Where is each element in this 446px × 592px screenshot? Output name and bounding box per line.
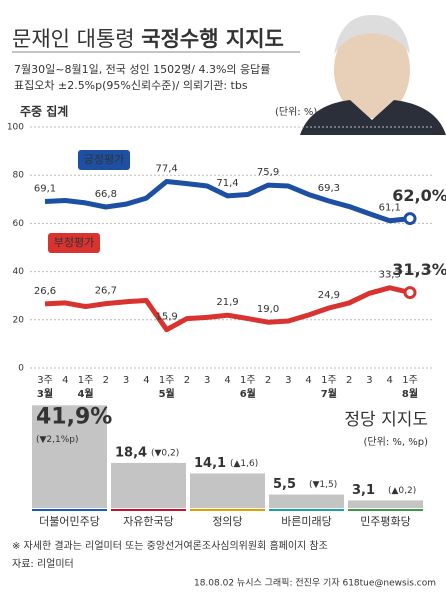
y-tick-label: 80: [13, 171, 25, 181]
x-tick-label: 3: [285, 375, 291, 386]
x-tick-label: 4: [143, 375, 149, 386]
category-label: 정의당: [212, 515, 242, 528]
bar: [190, 473, 265, 508]
line: [44, 178, 411, 224]
y-tick-label: 0: [18, 364, 24, 374]
category-label: 더불어민주당: [39, 515, 100, 528]
end-label: 62,0%: [392, 186, 446, 205]
chart-title: 정당 지지도: [344, 410, 428, 430]
x-tick-label: 1주: [321, 375, 337, 386]
legend-box: [78, 150, 130, 170]
value-label: 18,4: [115, 445, 147, 460]
end-marker: [403, 286, 417, 300]
change-label: (▲0,2): [388, 486, 416, 496]
x-tick-label: 1주: [240, 375, 256, 386]
category-label: 민주평화당: [360, 515, 411, 528]
value-label: 77,4: [156, 163, 178, 174]
change-label: (▼1,5): [309, 480, 337, 490]
x-tick-label: 2: [265, 375, 271, 386]
subtitle: 표집오차 ±2.5%p(95%신뢰수준)/ 의뢰기관: tbs: [14, 79, 248, 92]
month-label: 3월: [37, 388, 53, 400]
value-label: 19,0: [257, 304, 279, 315]
chart-title: 주중 집계: [20, 104, 68, 119]
bar: [111, 462, 186, 508]
value-label: 24,9: [318, 290, 340, 301]
note: ※ 자세한 결과는 리얼미터 또는 중앙선거여론조사심의위원회 홈페이지 참조: [12, 539, 328, 552]
change-label: (▲1,6): [230, 459, 258, 469]
end-marker: [403, 212, 417, 226]
value-label: 14,1: [194, 456, 226, 471]
value-label: 26,6: [34, 286, 56, 297]
x-tick-label: 1주: [402, 375, 418, 386]
y-tick-label: 100: [7, 123, 24, 133]
change-label: (▼2,1%p): [36, 435, 79, 445]
line: [44, 285, 411, 333]
value-label: 3,1: [352, 483, 375, 498]
x-tick-label: 3: [123, 375, 129, 386]
credit: 18.08.02 뉴시스 그래픽: 전진우 기자 618tue@newsis.c…: [194, 578, 436, 589]
legend-label: 부정평가: [54, 236, 94, 249]
x-tick-label: 1주: [159, 375, 175, 386]
photo: [300, 15, 446, 135]
x-tick-label: 4: [62, 375, 68, 386]
value-label: 61,1: [379, 203, 401, 214]
value-label: 66,8: [95, 189, 117, 200]
value-label: 71,4: [216, 178, 238, 189]
end-label: 31,3%: [392, 260, 446, 279]
category-label: 바른미래당: [281, 515, 332, 528]
month-label: 6월: [240, 388, 256, 400]
month-label: 7월: [321, 388, 337, 400]
x-tick-label: 3: [366, 375, 372, 386]
value-label: 26,7: [95, 286, 117, 297]
y-tick-label: 40: [13, 267, 25, 277]
x-tick-label: 2: [346, 375, 352, 386]
value-label: 41,9%: [36, 404, 112, 429]
month-label: 4월: [77, 388, 93, 400]
y-tick-label: 20: [13, 315, 25, 325]
x-tick-label: 4: [224, 375, 230, 386]
bar: [269, 494, 344, 508]
x-tick-label: 2: [184, 375, 190, 386]
value-label: 75,9: [257, 167, 279, 178]
value-label: 69,3: [318, 183, 340, 194]
value-label: 21,9: [216, 297, 238, 308]
legend-label: 긍정평가: [84, 153, 124, 166]
source: 자료: 리얼미터: [12, 558, 74, 570]
value-label: 33,3: [379, 270, 401, 281]
month-label: 5월: [159, 388, 175, 400]
subtitle: 7월30일~8월1일, 전국 성인 1502명/ 4.3%의 응답률: [14, 62, 270, 76]
x-tick-label: 3: [204, 375, 210, 386]
x-tick-label: 4: [387, 375, 393, 386]
bar: [348, 500, 423, 508]
x-tick-label: 3주: [37, 375, 53, 386]
category-label: 자유한국당: [123, 515, 174, 528]
x-tick-label: 1주: [78, 375, 94, 386]
x-tick-label: 4: [305, 375, 311, 386]
value-label: 5,5: [273, 477, 296, 492]
legend-box: [48, 233, 100, 253]
x-tick-label: 2: [103, 375, 109, 386]
bar: [32, 405, 107, 508]
value-label: 69,1: [34, 183, 56, 194]
month-label: 8월: [402, 388, 418, 400]
title: 문재인 대통령 국정수행 지지도: [12, 27, 284, 51]
y-tick-label: 60: [13, 219, 25, 229]
unit: (단위: %, %p): [364, 435, 429, 448]
value-label: 15,9: [156, 312, 178, 323]
change-label: (▼0,2): [151, 448, 179, 458]
unit: (단위: %): [275, 105, 317, 118]
